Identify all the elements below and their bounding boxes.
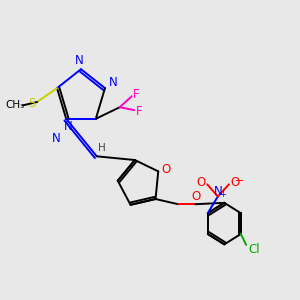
Text: N: N	[75, 54, 84, 67]
Text: F: F	[136, 105, 142, 118]
Text: O: O	[230, 176, 239, 189]
Text: N: N	[109, 76, 117, 89]
Text: O: O	[197, 176, 206, 189]
Text: H: H	[98, 143, 105, 153]
Text: Cl: Cl	[248, 243, 260, 256]
Text: O: O	[161, 164, 170, 176]
Text: N: N	[52, 132, 61, 145]
Text: N: N	[64, 120, 73, 134]
Text: F: F	[133, 88, 140, 101]
Text: S: S	[29, 97, 36, 110]
Text: O: O	[191, 190, 200, 203]
Text: CH₃: CH₃	[5, 100, 24, 110]
Text: −: −	[234, 176, 244, 187]
Text: +: +	[219, 190, 226, 199]
Text: N: N	[214, 185, 222, 198]
